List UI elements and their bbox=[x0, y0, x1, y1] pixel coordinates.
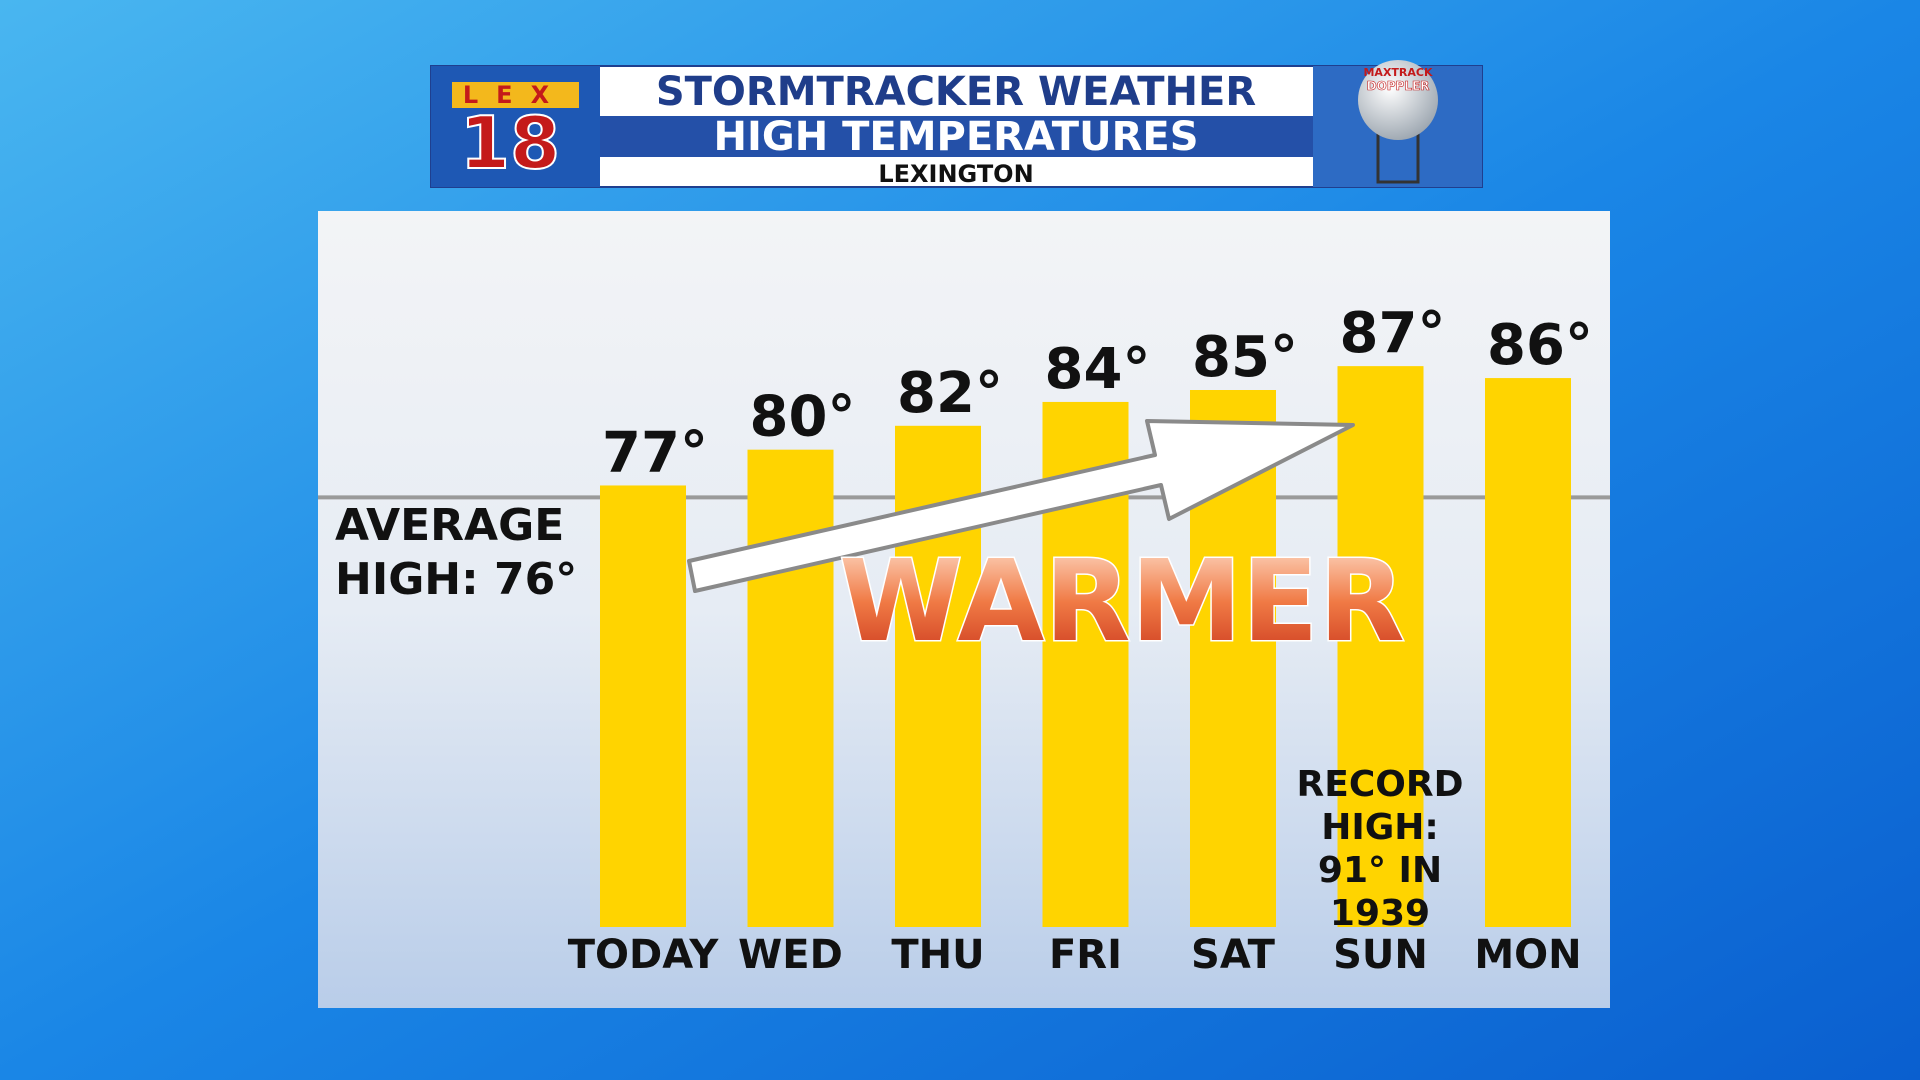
record-label: HIGH: bbox=[1321, 807, 1439, 848]
trend-label: WARMER bbox=[839, 537, 1405, 667]
record-label: RECORD bbox=[1297, 764, 1464, 805]
x-tick-label: MON bbox=[1474, 932, 1581, 978]
value-label: 77° bbox=[602, 420, 708, 485]
radar-dome bbox=[1358, 60, 1438, 140]
value-label: 84° bbox=[1045, 337, 1151, 402]
location: LEXINGTON bbox=[878, 160, 1033, 188]
radar-label: MAXTRACK bbox=[1363, 66, 1433, 79]
x-tick-label: TODAY bbox=[568, 932, 720, 978]
bar bbox=[1337, 366, 1424, 928]
record-label: 1939 bbox=[1330, 893, 1430, 934]
average-label: HIGH: 76° bbox=[335, 554, 577, 605]
value-label: 85° bbox=[1192, 325, 1298, 390]
header-band bbox=[600, 116, 1313, 157]
bar bbox=[1485, 378, 1571, 928]
x-tick-label: SAT bbox=[1191, 932, 1276, 978]
logo-station: LEX bbox=[463, 81, 567, 109]
bar bbox=[600, 485, 686, 927]
chart-title: STORMTRACKER WEATHER bbox=[656, 69, 1256, 115]
bar bbox=[747, 449, 834, 927]
chart-subtitle: HIGH TEMPERATURES bbox=[714, 114, 1199, 160]
record-label: 91° IN bbox=[1318, 850, 1442, 891]
value-label: 87° bbox=[1340, 301, 1446, 366]
x-tick-label: FRI bbox=[1049, 932, 1122, 978]
value-label: 82° bbox=[897, 361, 1003, 426]
trend-arrow bbox=[687, 419, 1355, 593]
value-label: 86° bbox=[1487, 313, 1593, 378]
x-tick-label: WED bbox=[738, 932, 843, 978]
x-tick-label: SUN bbox=[1333, 932, 1428, 978]
average-label: AVERAGE bbox=[335, 500, 564, 551]
radar-label: DOPPLER bbox=[1367, 79, 1430, 93]
value-label: 80° bbox=[750, 385, 856, 450]
header: LEX 18 MAXTRACK DOPPLER STORMTRACKER WEA… bbox=[430, 60, 1483, 188]
x-tick-label: THU bbox=[891, 932, 984, 978]
logo-strip bbox=[452, 82, 579, 108]
logo-channel: 18 bbox=[460, 101, 560, 185]
